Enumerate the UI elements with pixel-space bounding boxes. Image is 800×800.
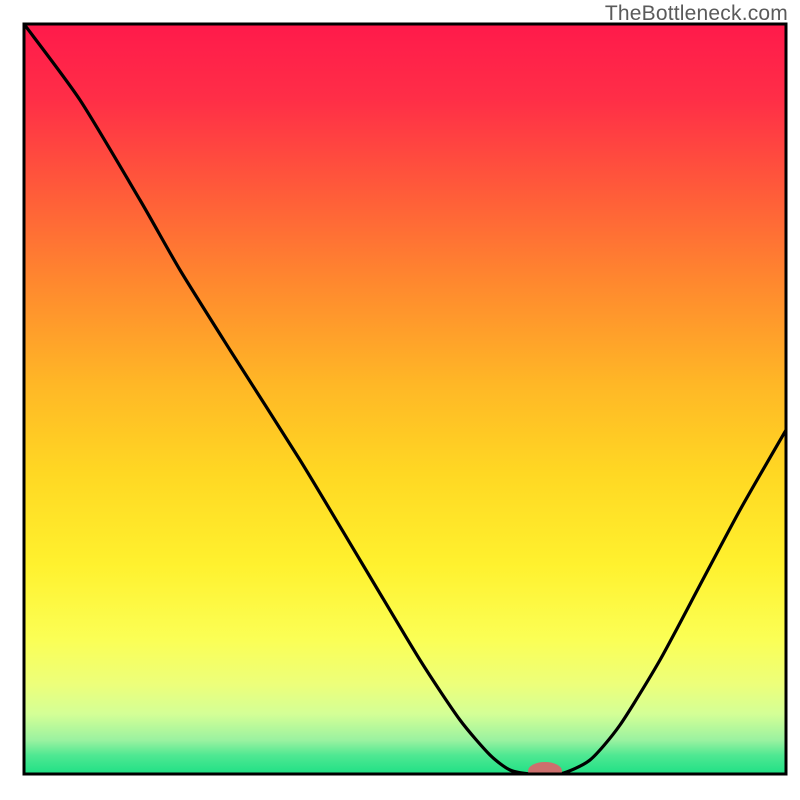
optimal-marker [528,762,562,780]
bottleneck-chart [0,0,800,800]
watermark-text: TheBottleneck.com [605,2,788,26]
gradient-background [24,24,786,774]
chart-container: TheBottleneck.com [0,0,800,800]
